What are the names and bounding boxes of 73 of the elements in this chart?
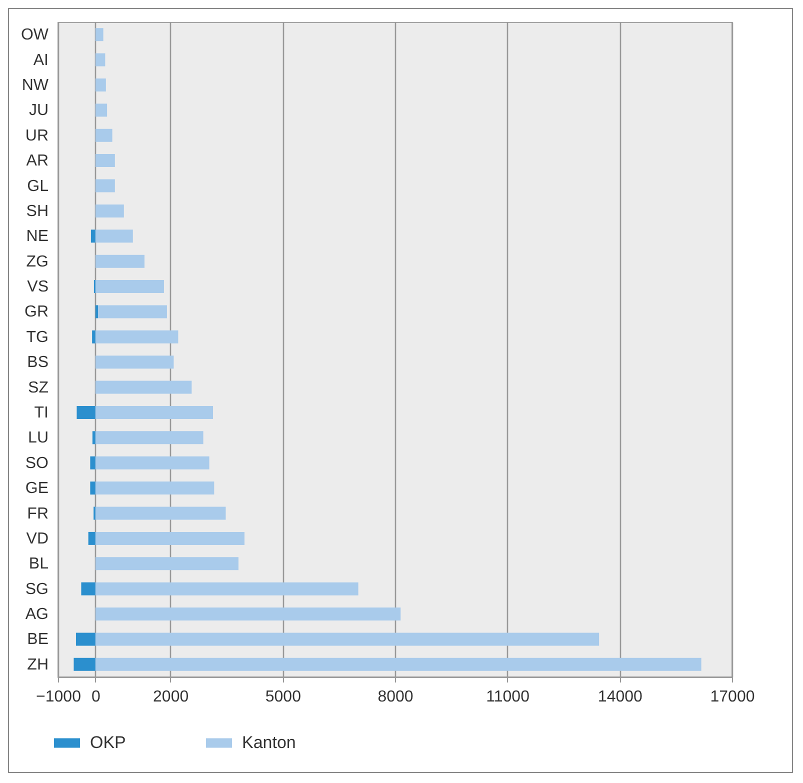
y-tick-label: JU [28, 102, 48, 120]
bar [95, 482, 214, 495]
y-tick-label: VS [27, 278, 48, 296]
bar [95, 557, 238, 570]
y-tick-label: LU [28, 430, 48, 447]
y-tick-label: FR [27, 505, 48, 522]
x-tick-label: 8000 [378, 688, 414, 706]
y-tick-label: SH [26, 202, 48, 220]
bar [92, 431, 96, 444]
y-tick-label: AG [25, 606, 48, 624]
bar [95, 78, 106, 92]
bar [95, 28, 104, 42]
bar [95, 104, 108, 117]
bar [95, 254, 144, 268]
y-tick-label: UR [25, 127, 48, 144]
bar [95, 632, 600, 646]
bar [81, 582, 96, 596]
bar [95, 356, 174, 369]
bar [76, 406, 96, 419]
bar [95, 380, 192, 394]
x-tick-label: 5000 [265, 688, 302, 706]
bar [95, 230, 133, 243]
bar [95, 280, 164, 294]
y-tick-label: VD [26, 530, 48, 548]
y-tick-label: NE [26, 228, 48, 246]
x-tick-label: 2000 [153, 688, 189, 706]
bar [95, 330, 178, 344]
bar [88, 532, 96, 545]
bar [95, 128, 112, 142]
bar [98, 305, 167, 318]
bar [90, 230, 96, 243]
bar [76, 632, 96, 646]
x-tick-label: 0 [91, 688, 100, 706]
bar [74, 658, 96, 671]
y-tick-label: BS [27, 354, 48, 372]
bar [95, 608, 401, 621]
bar [92, 330, 96, 344]
bar [95, 506, 226, 520]
y-tick-label: TG [26, 328, 48, 346]
y-tick-label: SO [25, 454, 48, 472]
x-tick-label: 11000 [486, 688, 530, 706]
bar [95, 406, 214, 419]
bar [95, 53, 106, 66]
bar [95, 456, 210, 470]
x-tick-label: 17000 [710, 688, 755, 706]
y-tick-label: ZG [26, 253, 48, 270]
y-tick-label: GR [24, 304, 48, 321]
y-tick-label: BE [27, 631, 48, 648]
y-tick-label: SG [25, 580, 48, 598]
y-tick-label: NW [22, 76, 50, 94]
bar [95, 179, 115, 192]
y-tick-label: SZ [28, 379, 49, 396]
legend-label: OKP [90, 733, 126, 752]
bar [95, 658, 702, 671]
bar [90, 456, 96, 470]
y-tick-label: BL [28, 556, 49, 573]
legend-label: Kanton [242, 733, 296, 752]
y-tick-label: AR [26, 152, 48, 170]
bar [95, 431, 204, 444]
bar [90, 482, 96, 495]
y-tick-label: GE [25, 480, 48, 498]
y-tick-label: GL [27, 178, 49, 195]
bar [95, 532, 244, 545]
y-tick-label: AI [33, 52, 48, 69]
bar [95, 582, 358, 596]
bar [95, 204, 124, 218]
y-tick-label: ZH [27, 656, 48, 674]
x-tick-label: −1000 [36, 688, 82, 706]
y-tick-label: TI [34, 404, 48, 422]
x-tick-label: 14000 [598, 688, 643, 706]
y-tick-label: OW [20, 26, 50, 44]
bar [95, 305, 98, 318]
bar [95, 154, 115, 168]
